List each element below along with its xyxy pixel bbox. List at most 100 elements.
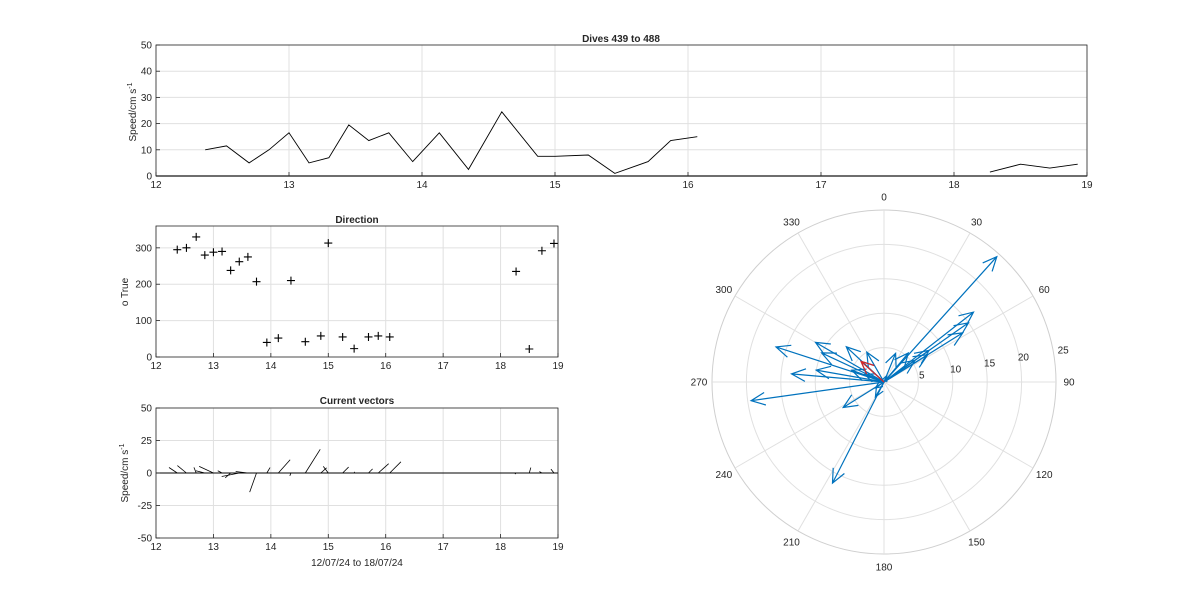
vectors-ytick-label: -50 (138, 534, 153, 545)
speed-xtick-label: 13 (283, 180, 295, 191)
polar-theta-label: 120 (1036, 470, 1053, 481)
direction-ylabel: o True (120, 277, 131, 306)
polar-theta-label: 0 (881, 193, 887, 204)
vector-stick (550, 468, 555, 474)
vector-stick (278, 459, 291, 474)
polar-vector-arrow (749, 381, 885, 406)
vector-stick (368, 468, 373, 474)
direction-point (274, 334, 283, 343)
vector-stick (304, 449, 321, 474)
speed-series-line (989, 163, 1078, 173)
polar-theta-label: 210 (783, 538, 800, 549)
direction-point (301, 337, 310, 346)
polar-theta-label: 240 (715, 470, 732, 481)
vector-stick (177, 465, 187, 474)
polar-grid (711, 209, 1057, 555)
direction-point (200, 251, 209, 260)
vector-stick (320, 467, 327, 474)
direction-ytick-label: 100 (135, 316, 152, 327)
vectors-xtick-label: 15 (323, 542, 335, 553)
direction-point (192, 232, 201, 241)
polar-theta-label: 60 (1039, 285, 1051, 296)
vector-stick (198, 466, 214, 474)
vectors-xtick-label: 13 (208, 542, 220, 553)
vector-stick (168, 467, 178, 474)
direction-ticks: 12 13 14 15 16 17 18 19 0 100 200 300 (135, 225, 564, 372)
direction-title: Direction (335, 215, 378, 226)
direction-point (243, 252, 252, 261)
vector-stick (389, 461, 402, 474)
speed-ytick-label: 10 (141, 145, 153, 156)
direction-point (549, 239, 558, 248)
vector-stick (221, 472, 240, 477)
speed-ytick-label: 20 (141, 119, 153, 130)
direction-point (235, 257, 244, 266)
direction-point (182, 243, 191, 252)
vectors-xtick-label: 17 (438, 542, 450, 553)
direction-point (324, 239, 333, 248)
speed-xtick-label: 17 (815, 180, 827, 191)
direction-ytick-label: 0 (146, 353, 152, 364)
vector-stick (377, 463, 389, 474)
direction-xtick-label: 17 (438, 361, 450, 372)
direction-frame (155, 225, 559, 358)
speed-xtick-label: 19 (1081, 180, 1093, 191)
speed-lines (156, 111, 1087, 177)
vectors-ylabel-text: Speed/cm s (120, 450, 131, 503)
direction-point (374, 331, 383, 340)
direction-panel: 12 13 14 15 16 17 18 19 0 100 200 300 Direction o T… (120, 215, 564, 372)
direction-point (218, 247, 227, 256)
polar-vector-arrow (790, 368, 885, 383)
vector-stick (217, 470, 223, 474)
vector-stick (528, 467, 532, 474)
vectors-panel: 12 13 14 15 16 17 18 19 -50 -25 0 25 50 Current vect… (119, 396, 564, 569)
polar-vector-arrow (883, 311, 975, 383)
speed-ylabel-text: Speed/cm s (128, 89, 139, 142)
direction-point (226, 266, 235, 275)
direction-xtick-label: 16 (380, 361, 392, 372)
polar-labels: 0 30 60 90 120 150 180 210 240 270 300 330 5 10 15 20 25 (691, 193, 1075, 574)
vectors-ylabel: Speed/cm s-1 (119, 443, 131, 502)
vectors-ytick-label: 0 (146, 469, 152, 480)
polar-vector-arrow (820, 352, 885, 383)
polar-vector-arrow (874, 381, 885, 389)
speed-ytick-label: 30 (141, 93, 153, 104)
speed-grid (155, 44, 1088, 177)
polar-vector-arrow (883, 321, 970, 383)
vectors-xtick-label: 12 (150, 542, 162, 553)
vector-stick (249, 472, 257, 493)
speed-xtick-label: 14 (416, 180, 428, 191)
vectors-ticks: 12 13 14 15 16 17 18 19 -50 -25 0 25 50 (138, 404, 564, 554)
direction-point (209, 248, 218, 257)
direction-point (338, 332, 347, 341)
polar-r-label: 15 (984, 358, 996, 369)
polar-vector-arrow (863, 373, 885, 383)
direction-point (512, 267, 521, 276)
direction-point (316, 331, 325, 340)
direction-ytick-label: 300 (135, 243, 152, 254)
vectors-ylabel-exp: -1 (119, 443, 126, 449)
direction-point (364, 332, 373, 341)
speed-series-line (205, 111, 698, 174)
polar-theta-label: 330 (783, 217, 800, 228)
vector-stick (289, 472, 292, 476)
speed-ylabel: Speed/cm s-1 (127, 82, 139, 141)
direction-point (525, 344, 534, 353)
polar-vector-arrow (814, 365, 885, 383)
speed-ylabel-exp: -1 (127, 82, 134, 88)
vector-stick (195, 470, 205, 474)
vector-stick (514, 472, 517, 475)
polar-r-label: 20 (1018, 352, 1030, 363)
polar-vector-arrow (883, 351, 897, 383)
direction-point (252, 277, 261, 286)
vectors-xlabel: 12/07/24 to 18/07/24 (311, 558, 403, 569)
polar-r-label: 25 (1058, 345, 1070, 356)
direction-points (173, 232, 558, 353)
vectors-xtick-label: 19 (552, 542, 564, 553)
vectors-ytick-label: -25 (138, 501, 153, 512)
speed-xtick-label: 18 (948, 180, 960, 191)
direction-xtick-label: 13 (208, 361, 220, 372)
direction-grid (155, 226, 559, 358)
vector-stick (342, 466, 349, 474)
